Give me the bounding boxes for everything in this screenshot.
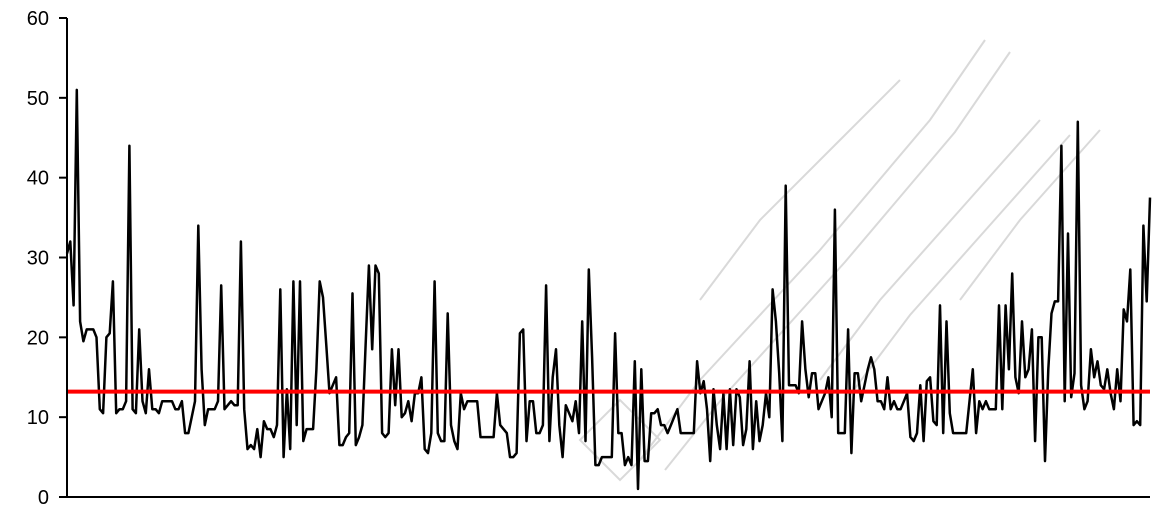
watermark-graphic xyxy=(578,39,1101,482)
y-tick-label-40: 40 xyxy=(27,168,49,190)
y-axis-tick-labels: 0 10 20 30 40 50 60 xyxy=(27,8,49,509)
y-tick-label-50: 50 xyxy=(27,88,49,110)
series-layer xyxy=(65,88,1152,491)
y-tick-label-20: 20 xyxy=(27,327,49,349)
y-tick-label-60: 60 xyxy=(27,8,49,30)
y-tick-label-10: 10 xyxy=(27,407,49,429)
y-axis-ticks xyxy=(59,17,67,498)
data-series-line xyxy=(65,88,1152,491)
y-tick-label-30: 30 xyxy=(27,248,49,270)
y-tick-label-0: 0 xyxy=(38,487,49,509)
